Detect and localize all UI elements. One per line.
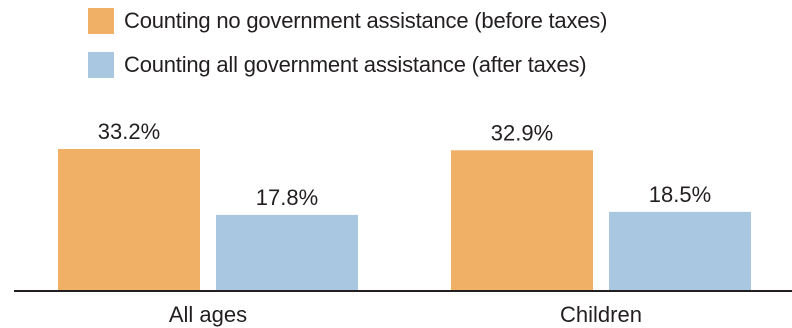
legend-swatch-after-taxes bbox=[88, 52, 114, 78]
category-label-all-ages: All ages bbox=[169, 302, 247, 327]
legend-swatch-before-taxes bbox=[88, 8, 114, 34]
category-label-children: Children bbox=[560, 302, 642, 327]
bar-children-after-taxes bbox=[609, 211, 751, 291]
legend-label-after-taxes: Counting all government assistance (afte… bbox=[124, 52, 587, 77]
legend-label-before-taxes: Counting no government assistance (befor… bbox=[124, 8, 608, 33]
legend-item-after-taxes: Counting all government assistance (afte… bbox=[88, 52, 607, 78]
bar-children-before-taxes bbox=[451, 150, 593, 291]
data-label-children-before-taxes: 32.9% bbox=[491, 120, 553, 145]
chart-legend: Counting no government assistance (befor… bbox=[88, 8, 607, 96]
data-label-all-ages-before-taxes: 33.2% bbox=[98, 119, 160, 144]
legend-item-before-taxes: Counting no government assistance (befor… bbox=[88, 8, 607, 34]
bar-all-ages-before-taxes bbox=[58, 149, 200, 291]
data-label-children-after-taxes: 18.5% bbox=[649, 182, 711, 207]
bar-all-ages-after-taxes bbox=[216, 214, 358, 291]
data-label-all-ages-after-taxes: 17.8% bbox=[256, 185, 318, 210]
